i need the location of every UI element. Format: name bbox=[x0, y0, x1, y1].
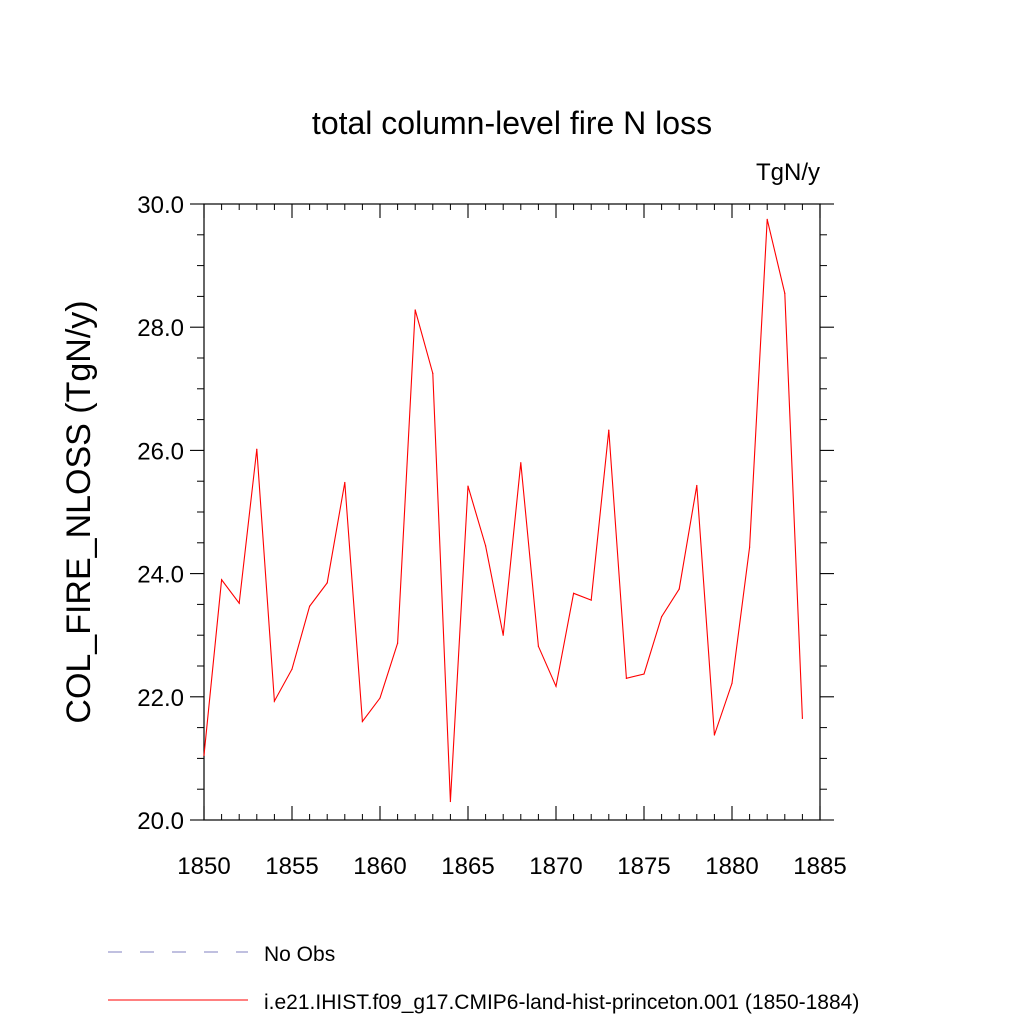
data-point bbox=[608, 429, 610, 431]
data-point bbox=[485, 545, 487, 547]
data-point bbox=[467, 485, 469, 487]
data-point bbox=[731, 682, 733, 684]
y-tick-label: 24.0 bbox=[137, 562, 184, 589]
series-line bbox=[203, 219, 803, 802]
x-tick-label: 1870 bbox=[529, 853, 582, 880]
legend: No Obs i.e21.IHIST.f09_g17.CMIP6-land-his… bbox=[108, 943, 859, 1014]
data-point bbox=[555, 685, 557, 687]
data-point bbox=[397, 642, 399, 644]
plot-frame bbox=[203, 203, 821, 821]
data-point bbox=[344, 481, 346, 484]
data-point bbox=[625, 677, 628, 679]
data-point bbox=[784, 292, 786, 294]
chart-title: total column-level fire N loss bbox=[312, 105, 712, 141]
data-point bbox=[291, 668, 293, 670]
data-point bbox=[520, 462, 522, 464]
data-point bbox=[643, 673, 645, 675]
data-point bbox=[432, 372, 434, 374]
data-point bbox=[590, 599, 592, 601]
data-point bbox=[573, 592, 575, 594]
data-point bbox=[661, 616, 663, 618]
data-point bbox=[749, 546, 751, 548]
data-point bbox=[238, 602, 240, 604]
data-point bbox=[221, 579, 223, 581]
x-tick-label: 1860 bbox=[353, 853, 406, 880]
x-tick-label: 1850 bbox=[177, 853, 230, 880]
data-point bbox=[326, 582, 328, 584]
axis-ticks bbox=[190, 203, 834, 821]
series-layer bbox=[203, 218, 804, 803]
y-tick-label: 28.0 bbox=[137, 315, 184, 342]
data-point bbox=[502, 634, 504, 636]
data-point bbox=[414, 309, 416, 311]
units-label: TgN/y bbox=[756, 159, 820, 186]
data-point bbox=[361, 720, 363, 723]
data-point bbox=[379, 697, 381, 699]
x-tick-label: 1865 bbox=[441, 853, 494, 880]
y-tick-label: 20.0 bbox=[137, 808, 184, 835]
data-point bbox=[713, 734, 716, 736]
x-tick-label: 1885 bbox=[793, 853, 846, 880]
data-point bbox=[449, 800, 451, 803]
x-tick-label: 1855 bbox=[265, 853, 318, 880]
data-point bbox=[801, 717, 804, 719]
data-point bbox=[273, 700, 275, 702]
x-tick-label: 1875 bbox=[617, 853, 670, 880]
data-point bbox=[537, 645, 540, 647]
x-tick-label: 1880 bbox=[705, 853, 758, 880]
data-point bbox=[696, 484, 698, 487]
data-point bbox=[203, 754, 205, 756]
y-tick-label: 26.0 bbox=[137, 438, 184, 465]
data-point bbox=[678, 588, 680, 590]
legend-label: i.e21.IHIST.f09_g17.CMIP6-land-hist-prin… bbox=[264, 991, 859, 1014]
data-point bbox=[309, 605, 311, 607]
y-axis-label: COL_FIRE_NLOSS (TgN/y) bbox=[60, 300, 98, 723]
legend-label: No Obs bbox=[264, 943, 335, 966]
data-point bbox=[766, 218, 768, 220]
y-tick-label: 22.0 bbox=[137, 685, 184, 712]
data-point bbox=[256, 448, 258, 450]
axis-tick-labels: 1850 1855 1860 1865 1870 1875 1880 1885 20.0 22.0… bbox=[137, 192, 846, 880]
y-tick-label: 30.0 bbox=[137, 192, 184, 219]
